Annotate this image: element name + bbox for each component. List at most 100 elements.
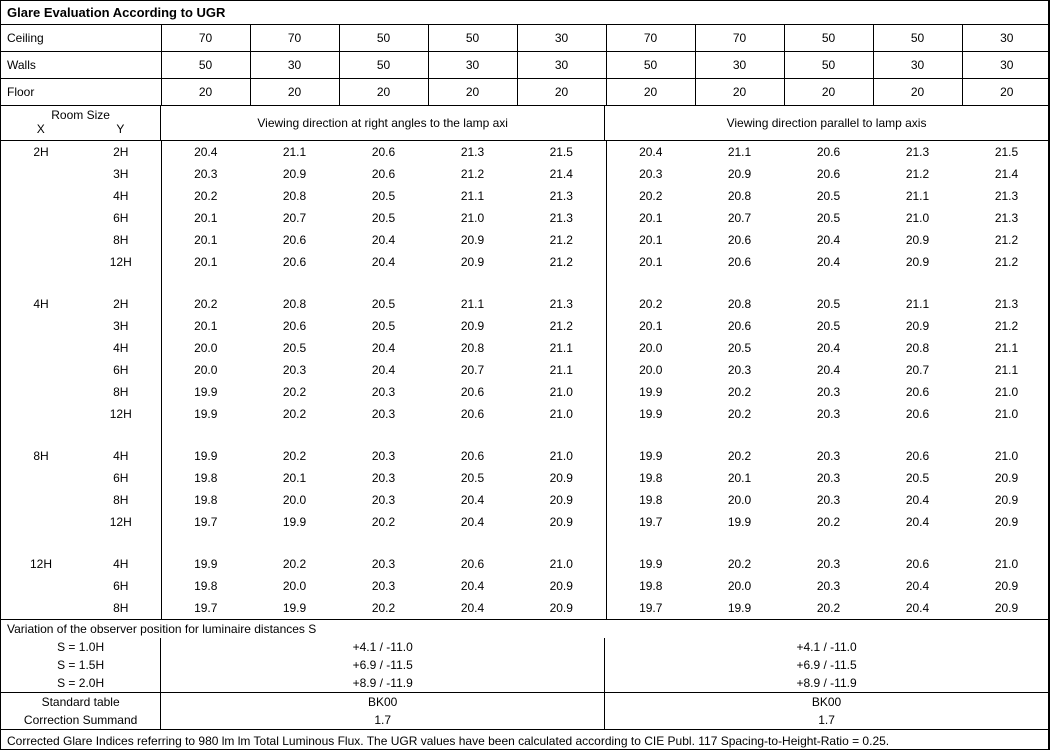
data-cell: 20.2 bbox=[250, 553, 339, 575]
y-label: Y bbox=[81, 122, 161, 136]
data-cell: 20.3 bbox=[339, 445, 428, 467]
data-cell: 20.9 bbox=[962, 575, 1050, 597]
y-cell: 4H bbox=[81, 337, 161, 359]
data-cell: 20.4 bbox=[428, 511, 517, 533]
x-cell bbox=[1, 251, 81, 273]
data-cell: 20.3 bbox=[784, 575, 873, 597]
data-cell: 20.3 bbox=[250, 359, 339, 381]
data-cell: 19.9 bbox=[161, 381, 250, 403]
data-cell: 20.9 bbox=[428, 315, 517, 337]
y-cell: 6H bbox=[81, 467, 161, 489]
data-cell: 20.4 bbox=[339, 359, 428, 381]
data-cell: 21.1 bbox=[962, 337, 1050, 359]
data-cell: 21.0 bbox=[517, 445, 606, 467]
variation-s: S = 2.0H bbox=[1, 674, 161, 692]
data-cell: 20.5 bbox=[873, 467, 962, 489]
data-cell: 21.2 bbox=[873, 163, 962, 185]
y-cell: 4H bbox=[81, 445, 161, 467]
x-cell bbox=[1, 597, 81, 619]
data-cell: 20.5 bbox=[250, 337, 339, 359]
variation-right: +4.1 / -11.0 bbox=[604, 638, 1048, 656]
data-cell: 20.6 bbox=[250, 251, 339, 273]
y-cell: 3H bbox=[81, 315, 161, 337]
data-cell: 19.9 bbox=[606, 445, 695, 467]
data-cell: 20.6 bbox=[873, 445, 962, 467]
data-cell: 19.7 bbox=[606, 511, 695, 533]
data-cell: 21.0 bbox=[962, 403, 1050, 425]
data-cell: 20.3 bbox=[784, 445, 873, 467]
data-cell: 20.1 bbox=[606, 207, 695, 229]
data-cell: 20.1 bbox=[161, 207, 250, 229]
footnote: Corrected Glare Indices referring to 980… bbox=[1, 729, 1048, 752]
header-val: 70 bbox=[161, 25, 250, 52]
data-cell: 20.4 bbox=[161, 141, 250, 163]
data-cell: 20.6 bbox=[695, 251, 784, 273]
variation-row: S = 1.0H+4.1 / -11.0+4.1 / -11.0 bbox=[1, 638, 1048, 656]
data-cell: 21.1 bbox=[873, 293, 962, 315]
data-cell: 21.3 bbox=[517, 185, 606, 207]
x-cell bbox=[1, 381, 81, 403]
data-cell: 20.6 bbox=[428, 381, 517, 403]
data-cell: 20.1 bbox=[161, 229, 250, 251]
data-cell: 20.6 bbox=[428, 445, 517, 467]
header-val: 20 bbox=[161, 79, 250, 106]
data-cell: 20.3 bbox=[784, 467, 873, 489]
data-cell: 21.2 bbox=[962, 229, 1050, 251]
data-cell: 20.0 bbox=[695, 489, 784, 511]
header-val: 30 bbox=[962, 52, 1050, 79]
data-cell: 20.2 bbox=[606, 185, 695, 207]
x-cell bbox=[1, 359, 81, 381]
header-val: 70 bbox=[695, 25, 784, 52]
header-val: 50 bbox=[339, 25, 428, 52]
data-cell: 21.2 bbox=[517, 315, 606, 337]
header-val: 30 bbox=[428, 52, 517, 79]
x-cell bbox=[1, 467, 81, 489]
data-cell: 20.6 bbox=[250, 315, 339, 337]
data-cell: 20.4 bbox=[784, 251, 873, 273]
data-cell: 20.4 bbox=[873, 597, 962, 619]
correction-right: 1.7 bbox=[604, 711, 1048, 729]
data-cell: 20.9 bbox=[873, 229, 962, 251]
data-cell: 21.1 bbox=[873, 185, 962, 207]
y-cell: 12H bbox=[81, 403, 161, 425]
data-cell: 21.1 bbox=[517, 337, 606, 359]
data-cell: 20.9 bbox=[695, 163, 784, 185]
data-cell: 20.9 bbox=[962, 489, 1050, 511]
data-cell: 20.4 bbox=[873, 511, 962, 533]
header-val: 20 bbox=[962, 79, 1050, 106]
data-cell: 20.4 bbox=[873, 575, 962, 597]
data-cell: 20.1 bbox=[250, 467, 339, 489]
data-cell: 21.0 bbox=[873, 207, 962, 229]
y-cell: 6H bbox=[81, 359, 161, 381]
data-cell: 20.4 bbox=[784, 337, 873, 359]
data-cell: 19.8 bbox=[161, 489, 250, 511]
standard-table-row: Standard table BK00 BK00 bbox=[1, 692, 1048, 711]
correction-left: 1.7 bbox=[161, 711, 604, 729]
data-cell: 20.4 bbox=[428, 489, 517, 511]
data-cell: 20.3 bbox=[339, 553, 428, 575]
data-cell: 21.1 bbox=[250, 141, 339, 163]
header-val: 50 bbox=[784, 52, 873, 79]
header-val: 50 bbox=[873, 25, 962, 52]
header-val: 30 bbox=[873, 52, 962, 79]
header-val: 20 bbox=[784, 79, 873, 106]
data-cell: 21.0 bbox=[517, 403, 606, 425]
data-cell: 20.4 bbox=[784, 229, 873, 251]
header-val: 50 bbox=[339, 52, 428, 79]
group-left: Viewing direction at right angles to the… bbox=[161, 106, 604, 140]
data-cell: 19.9 bbox=[695, 597, 784, 619]
data-cell: 20.4 bbox=[339, 229, 428, 251]
data-cell: 20.3 bbox=[339, 489, 428, 511]
group-right: Viewing direction parallel to lamp axis bbox=[604, 106, 1048, 140]
data-cell: 20.6 bbox=[784, 141, 873, 163]
data-cell: 21.0 bbox=[517, 381, 606, 403]
x-cell bbox=[1, 207, 81, 229]
data-cell: 20.3 bbox=[339, 403, 428, 425]
variation-row: S = 1.5H+6.9 / -11.5+6.9 / -11.5 bbox=[1, 656, 1048, 674]
header-val: 70 bbox=[250, 25, 339, 52]
data-cell: 20.2 bbox=[695, 381, 784, 403]
data-cell: 20.4 bbox=[339, 251, 428, 273]
data-cell: 20.4 bbox=[339, 337, 428, 359]
y-cell: 8H bbox=[81, 489, 161, 511]
data-cell: 20.3 bbox=[339, 381, 428, 403]
